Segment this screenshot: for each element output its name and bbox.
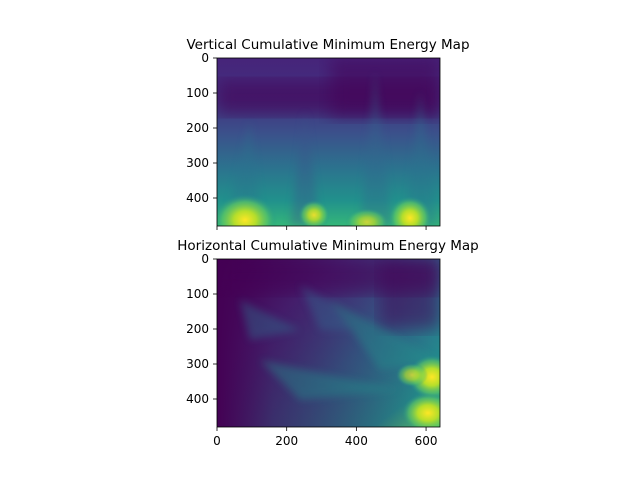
horizontal-map-panel: Horizontal Cumulative Minimum Energy Map xyxy=(177,238,478,448)
horizontal-y-tick-label: 300 xyxy=(186,357,209,371)
vertical-map-axes: 0 100 200 300 400 xyxy=(186,51,427,230)
horizontal-map-axes: 0 100 200 300 400 0 200 400 600 xyxy=(186,252,437,448)
vertical-y-tick-label: 300 xyxy=(186,156,209,170)
vertical-map-hotspots xyxy=(217,194,432,226)
horizontal-x-tick-label: 400 xyxy=(345,434,368,448)
vertical-map-panel: Vertical Cumulative Minimum Energy Map xyxy=(186,37,470,230)
horizontal-x-tick-label: 0 xyxy=(213,434,221,448)
vertical-map-title: Vertical Cumulative Minimum Energy Map xyxy=(186,37,469,53)
vertical-map-image xyxy=(217,58,440,226)
horizontal-map-hotspots xyxy=(396,355,440,427)
horizontal-x-tick-label: 200 xyxy=(275,434,298,448)
horizontal-map-image xyxy=(217,259,440,427)
vertical-y-tick-label: 100 xyxy=(186,86,209,100)
horizontal-y-tick-label: 200 xyxy=(186,322,209,336)
horizontal-y-tick-label: 100 xyxy=(186,287,209,301)
vertical-y-tick-label: 200 xyxy=(186,121,209,135)
vertical-y-tick-label: 0 xyxy=(201,51,209,65)
vertical-map-frame xyxy=(216,57,441,227)
horizontal-y-tick-label: 400 xyxy=(186,392,209,406)
horizontal-x-tick-label: 600 xyxy=(415,434,438,448)
horizontal-map-frame xyxy=(216,258,441,428)
horizontal-map-title: Horizontal Cumulative Minimum Energy Map xyxy=(177,238,478,254)
vertical-y-tick-label: 400 xyxy=(186,191,209,205)
horizontal-y-tick-label: 0 xyxy=(201,252,209,266)
